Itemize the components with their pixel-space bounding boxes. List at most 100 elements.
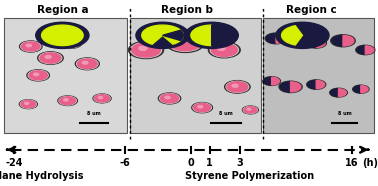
Circle shape bbox=[286, 33, 306, 44]
Circle shape bbox=[60, 97, 76, 105]
Circle shape bbox=[356, 45, 375, 55]
Circle shape bbox=[331, 35, 355, 47]
Wedge shape bbox=[316, 80, 325, 89]
Circle shape bbox=[20, 41, 42, 52]
Circle shape bbox=[77, 59, 97, 69]
Circle shape bbox=[34, 73, 39, 76]
Wedge shape bbox=[264, 77, 272, 85]
Wedge shape bbox=[212, 25, 232, 46]
Circle shape bbox=[160, 94, 179, 103]
Circle shape bbox=[194, 103, 211, 112]
Circle shape bbox=[160, 94, 180, 103]
Wedge shape bbox=[365, 46, 374, 54]
Text: Styrene Polymerization: Styrene Polymerization bbox=[185, 171, 314, 181]
Circle shape bbox=[279, 81, 302, 93]
Circle shape bbox=[192, 102, 212, 113]
Text: 8 um: 8 um bbox=[219, 111, 233, 116]
Circle shape bbox=[198, 105, 203, 108]
Circle shape bbox=[20, 100, 36, 108]
Wedge shape bbox=[287, 34, 296, 43]
Circle shape bbox=[61, 38, 82, 48]
Text: -24: -24 bbox=[6, 158, 23, 168]
Circle shape bbox=[28, 70, 48, 80]
Circle shape bbox=[77, 59, 98, 69]
Wedge shape bbox=[357, 46, 365, 54]
Circle shape bbox=[243, 106, 257, 113]
Circle shape bbox=[177, 39, 186, 44]
Circle shape bbox=[21, 100, 36, 108]
Circle shape bbox=[244, 107, 257, 113]
Text: 0: 0 bbox=[187, 158, 194, 168]
Wedge shape bbox=[291, 82, 301, 92]
Bar bbox=[263, 18, 374, 133]
Circle shape bbox=[36, 22, 89, 48]
Wedge shape bbox=[339, 89, 346, 97]
Wedge shape bbox=[191, 25, 212, 46]
Circle shape bbox=[42, 25, 83, 46]
Text: (h): (h) bbox=[362, 158, 378, 168]
Circle shape bbox=[45, 55, 51, 58]
Circle shape bbox=[193, 103, 211, 112]
Wedge shape bbox=[272, 77, 279, 85]
Circle shape bbox=[136, 22, 189, 48]
Text: 3: 3 bbox=[237, 158, 243, 168]
Wedge shape bbox=[296, 34, 305, 43]
Wedge shape bbox=[282, 26, 302, 45]
Circle shape bbox=[19, 100, 37, 109]
Circle shape bbox=[59, 97, 76, 105]
Circle shape bbox=[218, 47, 225, 50]
Circle shape bbox=[242, 106, 258, 114]
Bar bbox=[130, 18, 261, 133]
Circle shape bbox=[22, 42, 40, 51]
Bar bbox=[4, 18, 127, 133]
Circle shape bbox=[82, 61, 88, 64]
Circle shape bbox=[21, 42, 41, 51]
Circle shape bbox=[210, 43, 239, 57]
Wedge shape bbox=[307, 39, 316, 47]
Circle shape bbox=[307, 80, 326, 89]
Text: Region a: Region a bbox=[37, 5, 88, 15]
Circle shape bbox=[129, 41, 164, 59]
Circle shape bbox=[98, 97, 102, 99]
Wedge shape bbox=[316, 39, 325, 47]
Circle shape bbox=[29, 71, 47, 80]
Circle shape bbox=[38, 52, 63, 64]
Text: 16: 16 bbox=[345, 158, 358, 168]
Circle shape bbox=[58, 96, 77, 105]
Circle shape bbox=[282, 25, 323, 46]
Circle shape bbox=[169, 35, 201, 51]
Circle shape bbox=[247, 108, 251, 110]
Circle shape bbox=[93, 94, 111, 103]
Circle shape bbox=[211, 44, 237, 56]
Circle shape bbox=[75, 58, 99, 70]
Wedge shape bbox=[308, 80, 316, 89]
Wedge shape bbox=[353, 86, 361, 93]
Circle shape bbox=[63, 39, 80, 47]
Text: 8 um: 8 um bbox=[87, 111, 101, 116]
Circle shape bbox=[226, 81, 249, 92]
Circle shape bbox=[27, 70, 50, 81]
Circle shape bbox=[67, 41, 72, 43]
Wedge shape bbox=[266, 34, 276, 43]
Wedge shape bbox=[276, 34, 286, 43]
Circle shape bbox=[227, 82, 248, 92]
Circle shape bbox=[25, 102, 29, 104]
Circle shape bbox=[263, 77, 280, 85]
Text: Region b: Region b bbox=[161, 5, 213, 15]
Wedge shape bbox=[142, 25, 183, 44]
Wedge shape bbox=[280, 82, 291, 92]
Text: Silane Hydrolysis: Silane Hydrolysis bbox=[0, 171, 84, 181]
Wedge shape bbox=[163, 30, 183, 40]
Wedge shape bbox=[332, 35, 343, 46]
Wedge shape bbox=[331, 89, 339, 97]
Circle shape bbox=[26, 44, 31, 47]
Circle shape bbox=[39, 52, 62, 64]
Circle shape bbox=[166, 34, 204, 52]
Circle shape bbox=[139, 46, 147, 50]
Wedge shape bbox=[343, 35, 354, 46]
Text: 8 um: 8 um bbox=[338, 111, 352, 116]
Circle shape bbox=[208, 42, 240, 58]
Circle shape bbox=[185, 22, 238, 48]
Circle shape bbox=[276, 22, 329, 48]
Circle shape bbox=[158, 93, 181, 104]
